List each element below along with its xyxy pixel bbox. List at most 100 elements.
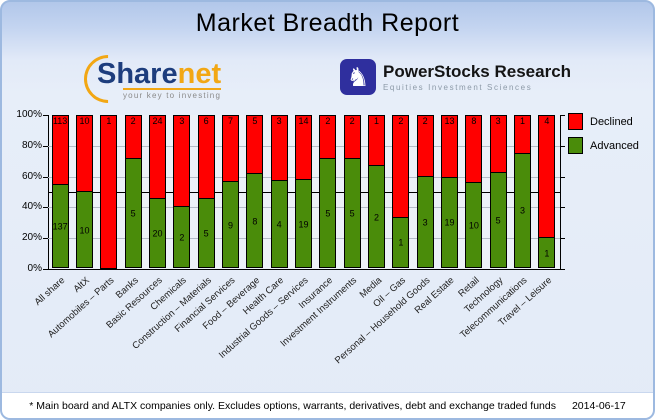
- advanced-segment: [343, 158, 361, 268]
- advanced-segment: [124, 158, 142, 268]
- advanced-value-label: 9: [227, 220, 233, 231]
- advanced-segment: [295, 179, 312, 268]
- advanced-segment: [222, 181, 239, 268]
- declined-segment: [149, 115, 166, 199]
- advanced-segment: [51, 183, 69, 268]
- declined-value-label: 1: [519, 116, 525, 126]
- y-axis-tick-mark-right: [560, 176, 565, 178]
- advanced-segment: [392, 216, 410, 268]
- advanced-value-label: 5: [130, 208, 136, 219]
- advanced-value-label: 4: [276, 219, 282, 230]
- sharenet-logo: Sharenet your key to investing: [74, 45, 222, 113]
- y-axis-tick-label: 60%: [21, 170, 42, 182]
- bar-Financial Services: 79: [222, 115, 239, 269]
- advanced-segment: [319, 158, 337, 268]
- advanced-segment: [76, 191, 93, 268]
- y-axis-tick-mark-right: [560, 207, 565, 209]
- declined-segment: [100, 115, 118, 269]
- declined-value-label: 3: [495, 116, 501, 126]
- y-axis-tick-label: 20%: [21, 232, 42, 244]
- advanced-segment: [149, 198, 166, 268]
- declined-segment: [392, 115, 410, 218]
- y-axis-tick-mark: [43, 238, 48, 240]
- declined-segment: [538, 115, 556, 239]
- advanced-value-label: 137: [52, 221, 68, 232]
- declined-segment: [76, 115, 93, 192]
- y-axis-tick-label: 80%: [21, 139, 42, 151]
- footer: * Main board and ALTX companies only. Ex…: [2, 392, 653, 418]
- sharenet-wordmark-net: net: [177, 58, 222, 90]
- declined-value-label: 7: [227, 116, 233, 126]
- declined-value-label: 10: [79, 116, 90, 126]
- advanced-segment: [173, 206, 191, 268]
- sharenet-wordmark-share: Share: [97, 58, 178, 90]
- x-axis-label: All share: [32, 275, 68, 308]
- advanced-segment: [538, 237, 556, 268]
- y-axis-tick-mark: [43, 115, 48, 116]
- advanced-value-label: 19: [444, 217, 455, 228]
- advanced-segment: [465, 182, 483, 268]
- powerstocks-subtitle: Equities Investment Sciences: [383, 83, 533, 92]
- legend-label-declined: Declined: [590, 115, 633, 128]
- y-axis-tick-mark: [43, 207, 48, 209]
- declined-value-label: 14: [298, 116, 309, 126]
- y-axis-tick-label: 0%: [27, 263, 42, 274]
- y-axis-tick-mark: [43, 269, 48, 270]
- bar-Investment Instruments: 25: [343, 115, 361, 269]
- advanced-value-label: 10: [468, 220, 479, 231]
- y-axis-tick-mark-right: [560, 115, 565, 116]
- y-axis-tick-mark-right: [560, 238, 565, 240]
- legend-item-advanced: Advanced: [568, 137, 639, 154]
- declined-swatch-icon: [568, 113, 583, 130]
- bar-All share: 113 137: [51, 115, 69, 269]
- advanced-segment: [270, 180, 288, 268]
- y-axis-tick-label: 100%: [16, 109, 42, 120]
- advanced-value-label: 2: [373, 212, 379, 223]
- declined-value-label: 1: [373, 116, 379, 126]
- declined-value-label: 13: [444, 116, 455, 126]
- advanced-value-label: 19: [298, 219, 309, 230]
- declined-value-label: 113: [52, 116, 68, 126]
- declined-value-label: 2: [325, 116, 331, 126]
- y-axis-tick-mark: [43, 176, 48, 178]
- declined-value-label: 5: [252, 116, 258, 126]
- advanced-segment: [246, 173, 264, 268]
- bar-Automobiles – Parts: 1: [100, 115, 118, 269]
- y-axis-tick-mark-right: [560, 145, 565, 147]
- knight-icon: ♞: [340, 59, 376, 95]
- bar-Real Estate: 13 19: [441, 115, 458, 269]
- advanced-value-label: 5: [495, 215, 501, 226]
- advanced-value-label: 20: [152, 228, 163, 239]
- advanced-segment: [441, 176, 458, 268]
- bar-AltX: 10 10: [76, 115, 93, 269]
- advanced-segment: [368, 165, 385, 268]
- advanced-value-label: 1: [544, 248, 550, 259]
- advanced-value-label: 5: [349, 208, 355, 219]
- bar-Travel – Leisure: 41: [538, 115, 556, 269]
- advanced-value-label: 3: [422, 217, 428, 228]
- declined-segment: [197, 115, 215, 199]
- declined-value-label: 8: [471, 116, 477, 126]
- report-title: Market Breadth Report: [195, 9, 460, 37]
- y-axis-tick-mark: [43, 145, 48, 147]
- advanced-value-label: 10: [79, 225, 90, 235]
- declined-value-label: 2: [422, 116, 428, 126]
- advanced-segment: [514, 152, 531, 268]
- bar-Health Care: 34: [270, 115, 288, 269]
- advanced-value-label: 5: [325, 208, 331, 219]
- bar-Personal – Household Goods: 23: [416, 115, 434, 269]
- legend-item-declined: Declined: [568, 113, 639, 130]
- declined-value-label: 24: [152, 116, 163, 126]
- declined-value-label: 1: [106, 116, 112, 126]
- declined-value-label: 2: [398, 116, 404, 126]
- footer-note: * Main board and ALTX companies only. Ex…: [29, 399, 556, 412]
- footer-date: 2014-06-17: [571, 399, 626, 412]
- advanced-swatch-icon: [568, 137, 583, 154]
